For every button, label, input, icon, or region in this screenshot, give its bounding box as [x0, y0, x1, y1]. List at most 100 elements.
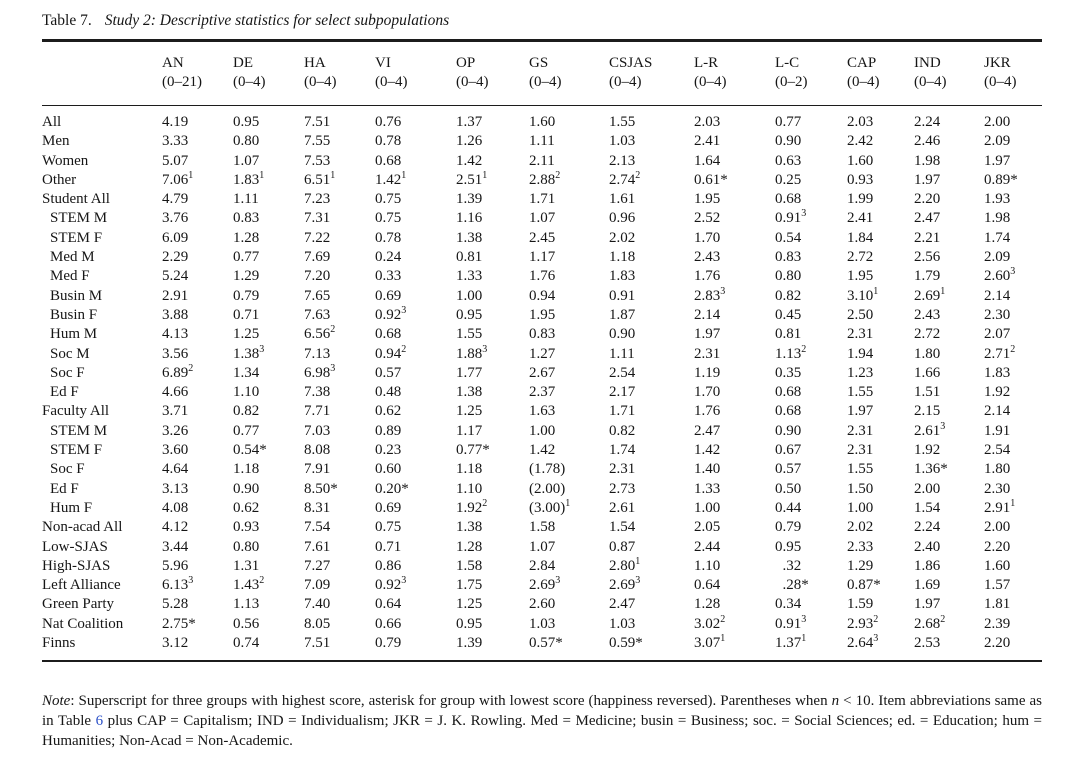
- table-cell: 1.10: [694, 557, 721, 574]
- table-cell: 1.25: [456, 596, 483, 613]
- table-cell: 1.10: [233, 384, 260, 401]
- table-cell: 1.19: [694, 364, 721, 381]
- table-cell: 0.57: [375, 364, 402, 381]
- table-cell: 2.00: [984, 519, 1011, 536]
- superscript-rank: 1: [801, 633, 807, 645]
- table-cell: 8.31: [304, 499, 331, 516]
- table-cell: 1.07: [529, 538, 556, 555]
- table-cell: 7.51: [304, 635, 331, 652]
- row-label: Faculty All: [42, 403, 110, 420]
- table-cell: 3.76: [162, 210, 189, 227]
- table-cell: 1.922: [456, 497, 488, 516]
- table-body: All 4.19 0.95 7.51 0.76 1.37 1.60 1.55 2.03 0.77 2…: [42, 106, 1042, 662]
- column-range: (0–4): [984, 74, 1017, 90]
- table-cell: 1.55: [456, 326, 483, 343]
- table-cell: 1.34: [233, 364, 260, 381]
- row-label: Finns: [42, 635, 76, 652]
- table-cell: 2.24: [914, 519, 941, 536]
- table-cell: 1.37: [456, 114, 483, 130]
- column-abbr: AN: [162, 55, 184, 71]
- table-cell: 3.071: [694, 633, 726, 652]
- table-cell: 2.47: [609, 596, 636, 613]
- table-cell: 1.83: [609, 268, 636, 285]
- table-cell: 8.05: [304, 615, 331, 632]
- table-cell: 1.97: [847, 403, 874, 420]
- table-6-link[interactable]: 6: [95, 713, 104, 730]
- row-label: Non-acad All: [42, 519, 123, 536]
- superscript-rank: 1: [873, 285, 879, 297]
- table-cell: 0.91: [609, 287, 636, 304]
- table-cell: 7.54: [304, 519, 331, 536]
- table-cell: 1.51: [914, 384, 941, 401]
- table-cell: 1.03: [529, 615, 556, 632]
- table-cell: 6.511: [304, 169, 336, 188]
- superscript-rank: 3: [940, 420, 946, 432]
- table-cell: 1.91: [984, 422, 1011, 439]
- column-abbr: CSJAS: [609, 55, 653, 71]
- superscript-rank: 2: [482, 497, 488, 509]
- table-cell: 7.09: [304, 577, 331, 594]
- table-cell: 0.75: [375, 191, 402, 208]
- row-label: Hum M: [50, 326, 98, 343]
- table-cell: 7.53: [304, 152, 331, 169]
- table-cell: 2.742: [609, 169, 641, 188]
- table-cell: 2.54: [984, 442, 1011, 459]
- table-cell: 1.81: [984, 596, 1011, 613]
- table-cell: 2.31: [609, 461, 636, 478]
- table-cell: 1.42: [694, 442, 721, 459]
- table-cell: 1.07: [529, 210, 556, 227]
- table-cell: 0.942: [375, 343, 407, 362]
- table-cell: 0.89*: [984, 171, 1018, 188]
- table-cell: 1.70: [694, 229, 721, 246]
- table-cell: 7.27: [304, 557, 331, 574]
- table-cell: 0.913: [775, 208, 807, 227]
- column-abbr: GS: [529, 55, 549, 71]
- table-cell: 1.71: [529, 191, 556, 208]
- table-cell: 7.03: [304, 422, 331, 439]
- table-cell: 2.20: [914, 191, 941, 208]
- table-cell: (1.78): [529, 461, 566, 478]
- table-cell: 3.56: [162, 345, 189, 362]
- row-label: Nat Coalition: [42, 615, 124, 632]
- table-cell: 1.432: [233, 575, 265, 594]
- table-cell: 2.24: [914, 114, 941, 130]
- table-cell: 2.712: [984, 343, 1016, 362]
- table-row: Low-SJAS 3.44 0.80 7.61 0.71 1.28 1.07 0.87 2.44…: [42, 538, 1042, 557]
- superscript-rank: 2: [188, 362, 194, 374]
- table-cell: 0.82: [775, 287, 802, 304]
- note-italic-text: Note: [42, 693, 71, 710]
- table-cell: 2.833: [694, 285, 726, 304]
- table-title: Table 7. Study 2: Descriptive statistics …: [42, 11, 1042, 31]
- table-cell: 0.90: [775, 422, 802, 439]
- row-label: Other: [42, 171, 77, 188]
- table-cell: 1.97: [984, 152, 1011, 169]
- corner-cell: [42, 40, 162, 106]
- table-cell: 0.89: [375, 422, 402, 439]
- table-cell: 3.26: [162, 422, 189, 439]
- superscript-rank: 1: [720, 633, 726, 645]
- column-range: (0–4): [375, 74, 408, 90]
- table-cell: 2.67: [529, 364, 556, 381]
- table-cell: 2.46: [914, 133, 941, 150]
- table-cell: 0.68: [375, 152, 402, 169]
- table-cell: 0.48: [375, 384, 402, 401]
- table-cell: 1.11: [529, 133, 555, 150]
- table-cell: 3.71: [162, 403, 189, 420]
- table-cell: 6.983: [304, 362, 336, 381]
- table-row: Soc M 3.56 1.383 7.13 0.942 1.883 1.27 1.11 2.31…: [42, 343, 1042, 364]
- row-label: Busin M: [50, 287, 103, 304]
- table-cell: 1.69: [914, 577, 941, 594]
- table-cell: 0.74: [233, 635, 260, 652]
- table-cell: 3.88: [162, 306, 189, 323]
- superscript-rank: 3: [720, 285, 726, 297]
- column-abbr: DE: [233, 55, 253, 71]
- table-cell: 7.91: [304, 461, 331, 478]
- table-cell: 2.882: [529, 169, 561, 188]
- table-cell: 1.39: [456, 635, 483, 652]
- table-row: Green Party 5.28 1.13 7.40 0.64 1.25 2.60 2.47 1…: [42, 595, 1042, 614]
- table-cell: 4.64: [162, 461, 189, 478]
- table-cell: 0.71: [233, 306, 260, 323]
- table-cell: 1.97: [914, 596, 941, 613]
- table-cell: 1.79: [914, 268, 941, 285]
- table-cell: 2.03: [847, 114, 874, 130]
